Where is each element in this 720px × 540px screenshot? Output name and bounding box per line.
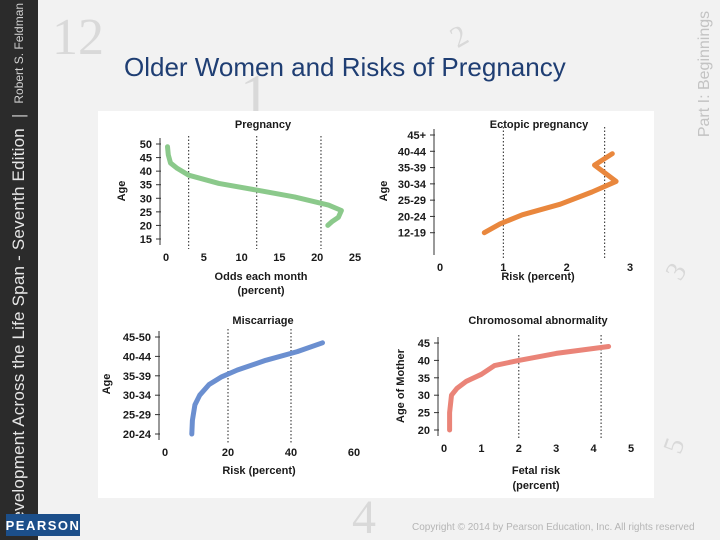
x-tick-label: 4 (591, 443, 598, 455)
chart-title: Chromosomal abnormality (468, 315, 608, 327)
chart-title: Pregnancy (235, 119, 292, 131)
decorative-number-3: 3 (659, 257, 694, 286)
x-axis-sublabel: (percent) (237, 285, 284, 297)
y-tick-label: 25-29 (398, 195, 426, 207)
y-axis-label: Age (101, 374, 113, 395)
x-tick-label: 40 (285, 447, 297, 459)
x-tick-label: 5 (628, 443, 634, 455)
chart-title: Ectopic pregnancy (490, 119, 589, 131)
part-label: Part I: Beginnings (696, 10, 713, 138)
x-tick-label: 2 (564, 262, 570, 274)
chart-title: Miscarriage (232, 315, 293, 327)
data-series-line (481, 151, 619, 236)
y-tick-label: 50 (140, 139, 152, 151)
x-axis-label: Fetal risk (512, 465, 561, 477)
y-tick-label: 35-39 (398, 163, 426, 175)
x-tick-label: 10 (235, 252, 247, 264)
x-tick-label: 60 (348, 447, 360, 459)
y-tick-label: 20-24 (123, 429, 152, 441)
x-tick-label: 5 (201, 252, 207, 264)
x-tick-label: 2 (516, 443, 522, 455)
x-tick-label: 1 (478, 443, 484, 455)
copyright-notice: Copyright © 2014 by Pearson Education, I… (412, 522, 695, 533)
pearson-logo: PEARSON (6, 514, 80, 536)
data-series-line (447, 344, 612, 433)
x-tick-label: 0 (437, 262, 443, 274)
x-tick-label: 15 (273, 252, 285, 264)
y-tick-label: 35 (418, 373, 430, 385)
y-tick-label: 20 (140, 220, 152, 232)
y-tick-label: 25-29 (123, 410, 151, 422)
x-axis-sublabel: (percent) (512, 480, 559, 492)
x-tick-label: 20 (222, 447, 234, 459)
y-tick-label: 30 (418, 390, 430, 402)
x-tick-label: 0 (441, 443, 447, 455)
y-tick-label: 30-34 (398, 179, 427, 191)
x-axis-label: Risk (percent) (501, 271, 575, 283)
x-tick-label: 0 (162, 447, 168, 459)
y-axis-label: Age of Mother (395, 348, 407, 423)
slide-title: Older Women and Risks of Pregnancy (124, 52, 566, 82)
y-tick-label: 15 (140, 234, 152, 246)
y-tick-label: 30 (140, 193, 152, 205)
book-author: Robert S. Feldman (12, 2, 26, 104)
decorative-number-12: 12 (52, 9, 104, 66)
y-tick-label: 30-34 (123, 390, 152, 402)
x-tick-label: 0 (163, 252, 169, 264)
x-tick-label: 3 (627, 262, 633, 274)
x-tick-label: 20 (311, 252, 323, 264)
y-tick-label: 45+ (407, 130, 426, 142)
decorative-number-4: 4 (352, 491, 376, 540)
y-tick-label: 35 (140, 180, 152, 192)
y-tick-label: 40 (140, 166, 152, 178)
y-tick-label: 25 (140, 207, 152, 219)
decorative-number-5: 5 (657, 433, 692, 458)
data-series-line (165, 144, 344, 228)
y-axis-label: Age (378, 181, 390, 202)
y-tick-label: 40-44 (398, 146, 427, 158)
y-tick-label: 45 (140, 153, 152, 165)
sidebar-book-title: Development Across the Life Span - Seven… (8, 3, 30, 533)
title-separator: | (9, 113, 28, 119)
data-series-line (189, 340, 325, 437)
y-tick-label: 20-24 (398, 211, 427, 223)
y-tick-label: 35-39 (123, 371, 151, 383)
y-tick-label: 12-19 (398, 228, 426, 240)
sidebar: Development Across the Life Span - Seven… (0, 0, 38, 540)
x-tick-label: 25 (349, 252, 361, 264)
y-tick-label: 45-50 (123, 332, 151, 344)
x-tick-label: 1 (500, 262, 506, 274)
chart-panel: Pregnancy 50 45 40 35 30 25 20 15 0 5 10 15 20 25 Odds … (98, 111, 654, 498)
decorative-number-2: 2 (444, 18, 474, 55)
x-axis-label: Risk (percent) (222, 465, 296, 477)
book-title: Development Across the Life Span - Seven… (9, 128, 28, 534)
y-axis-label: Age (116, 181, 128, 202)
x-tick-label: 3 (553, 443, 559, 455)
x-axis-label: Odds each month (215, 271, 308, 283)
y-tick-label: 20 (418, 425, 430, 437)
y-tick-label: 25 (418, 408, 430, 420)
y-tick-label: 40-44 (123, 351, 152, 363)
y-tick-label: 40 (418, 355, 430, 367)
y-tick-label: 45 (418, 338, 430, 350)
